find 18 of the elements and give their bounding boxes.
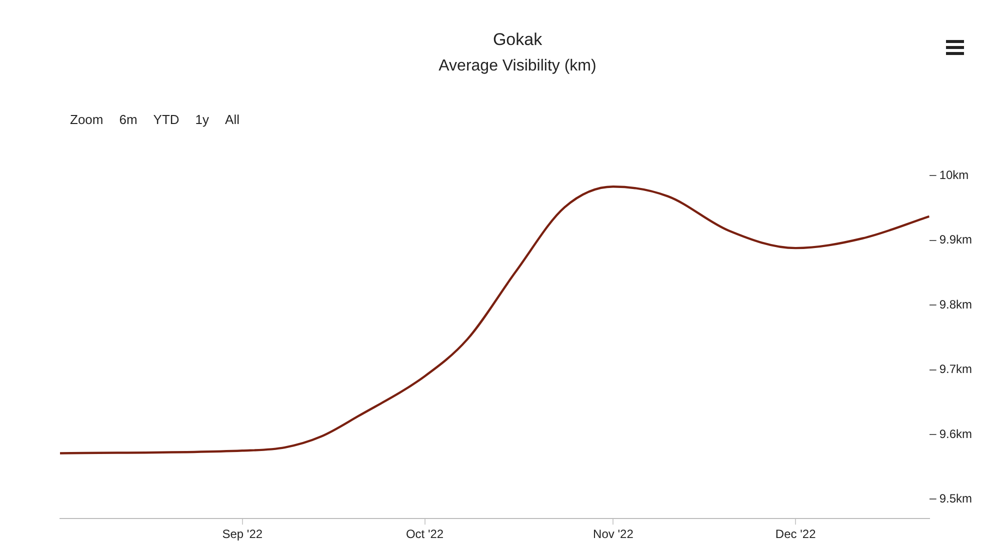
y-tick-label: 9.5km bbox=[939, 491, 972, 506]
text: Zoom bbox=[70, 112, 104, 127]
text: 6m bbox=[119, 112, 138, 127]
y-tick-label: 9.9km bbox=[939, 232, 972, 247]
text: 1y bbox=[195, 112, 210, 127]
chart-subtitle: Average Visibility (km) bbox=[438, 57, 596, 74]
y-tick-label: 10km bbox=[939, 168, 969, 182]
line-series bbox=[60, 186, 930, 454]
x-tick-label: Sep '22 bbox=[222, 527, 263, 542]
x-tick-label: Dec '22 bbox=[775, 527, 816, 542]
y-tick-label: 9.6km bbox=[939, 426, 972, 441]
x-tick-label: Oct '22 bbox=[406, 527, 444, 542]
text: YTD bbox=[153, 112, 180, 127]
chart-title: Gokak bbox=[492, 30, 543, 49]
text: All bbox=[225, 112, 240, 127]
y-tick-label: 9.8km bbox=[939, 297, 972, 312]
y-tick-label: 9.7km bbox=[939, 362, 972, 376]
x-tick-label: Nov '22 bbox=[593, 527, 634, 542]
